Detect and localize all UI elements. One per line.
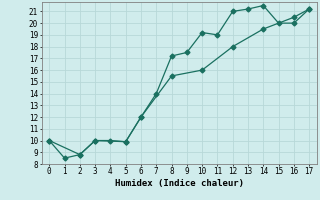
X-axis label: Humidex (Indice chaleur): Humidex (Indice chaleur) <box>115 179 244 188</box>
